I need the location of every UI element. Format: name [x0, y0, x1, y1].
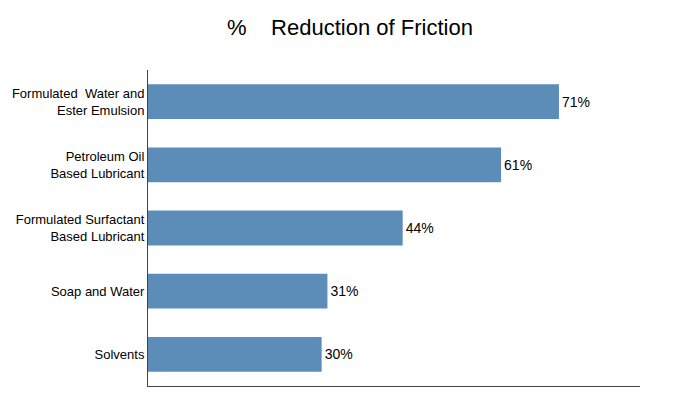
svg-text:% Reduction of Friction: % Reduction of Friction	[227, 15, 473, 40]
svg-text:Solvents: Solvents	[95, 347, 145, 362]
svg-text:71%: 71%	[562, 94, 590, 110]
svg-text:Formulated SurfactantBased Lub: Formulated SurfactantBased Lubricant	[16, 212, 145, 244]
svg-text:61%: 61%	[504, 157, 532, 173]
svg-text:Soap and Water: Soap and Water	[51, 284, 145, 299]
svg-text:31%: 31%	[330, 283, 358, 299]
svg-text:30%: 30%	[325, 346, 353, 362]
svg-text:44%: 44%	[406, 220, 434, 236]
svg-text:Petroleum OilBased Lubricant: Petroleum OilBased Lubricant	[50, 149, 144, 181]
svg-text:Formulated Water andEster Emu: Formulated Water andEster Emulsion	[12, 86, 144, 118]
